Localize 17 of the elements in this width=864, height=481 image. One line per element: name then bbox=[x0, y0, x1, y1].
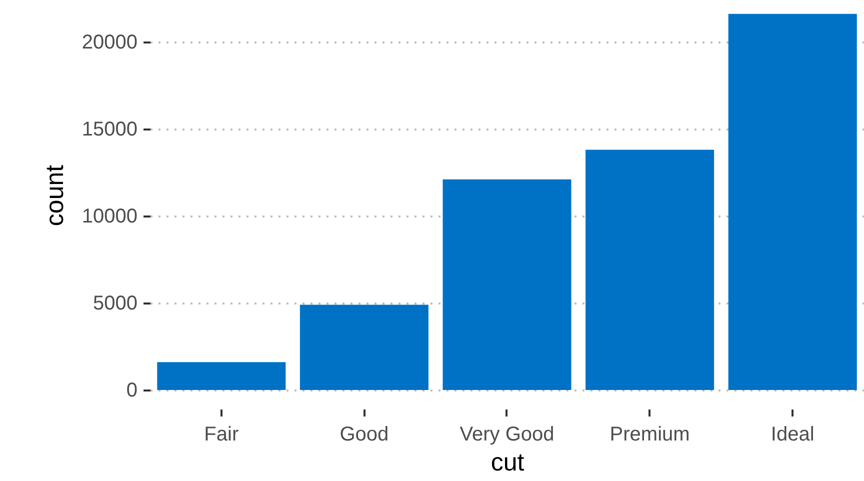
bar bbox=[586, 150, 714, 390]
x-tick-label: Ideal bbox=[770, 424, 814, 446]
y-tick-label: 15000 bbox=[82, 118, 138, 140]
x-tick-label: Very Good bbox=[460, 424, 554, 446]
x-axis-title: cut bbox=[490, 448, 524, 476]
y-tick-label: 5000 bbox=[93, 292, 138, 314]
bar bbox=[442, 179, 572, 390]
x-tick-label: Fair bbox=[204, 424, 239, 446]
x-tick-label: Premium bbox=[610, 424, 690, 446]
bar bbox=[728, 14, 857, 390]
bar bbox=[300, 304, 428, 390]
y-tick-label: 0 bbox=[126, 380, 138, 402]
bar bbox=[157, 362, 286, 390]
y-tick-label: 20000 bbox=[82, 31, 138, 54]
y-tick-label: 10000 bbox=[82, 205, 138, 228]
y-axis-title: count bbox=[40, 164, 69, 226]
x-tick-label: Good bbox=[340, 424, 389, 446]
